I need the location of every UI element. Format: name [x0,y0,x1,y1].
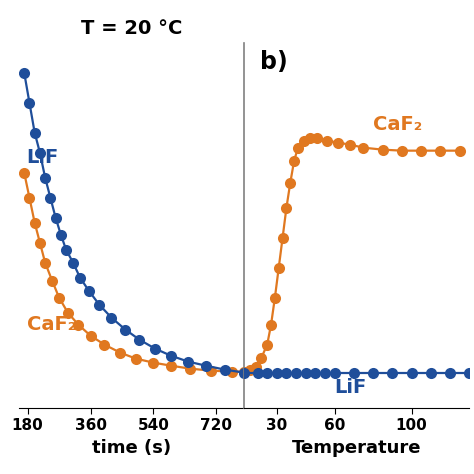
Text: CaF₂: CaF₂ [27,315,76,334]
X-axis label: time (s): time (s) [92,438,171,456]
X-axis label: Temperature: Temperature [292,438,421,456]
Text: CaF₂: CaF₂ [373,115,422,134]
Text: LiF: LiF [335,378,367,397]
Text: LiF: LiF [27,148,59,167]
Text: b): b) [260,50,288,74]
Title: T = 20 °C: T = 20 °C [81,19,182,38]
